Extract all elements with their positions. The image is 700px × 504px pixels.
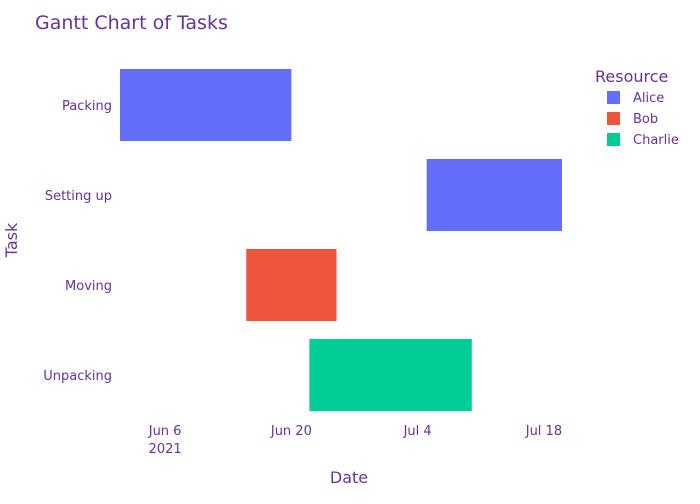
- legend-label-bob: Bob: [633, 112, 658, 127]
- y-tick-packing: Packing: [62, 99, 112, 114]
- y-tick-unpacking: Unpacking: [43, 369, 112, 384]
- x-tick-jul-18: Jul 18: [525, 424, 562, 439]
- legend-label-alice: Alice: [633, 91, 664, 106]
- x-tick-jun-6: Jun 6: [148, 424, 182, 439]
- x-tick-labels: Jun 6 2021 Jun 20 Jul 4 Jul 18: [148, 424, 562, 457]
- x-tick-jun-20: Jun 20: [270, 424, 312, 439]
- legend-swatch-bob: [607, 112, 620, 125]
- y-tick-setting-up: Setting up: [45, 189, 112, 204]
- y-tick-moving: Moving: [65, 279, 112, 294]
- x-tick-jul-4: Jul 4: [403, 424, 432, 439]
- chart-title: Gantt Chart of Tasks: [35, 12, 228, 34]
- bar-unpacking: [309, 339, 472, 411]
- bar-packing: [120, 69, 292, 141]
- y-tick-labels: Packing Setting up Moving Unpacking: [43, 99, 112, 384]
- legend-items: Alice Bob Charlie: [607, 91, 679, 148]
- bars-layer: [120, 69, 562, 411]
- legend: Resource Alice Bob Charlie: [595, 67, 679, 148]
- legend-title: Resource: [595, 67, 668, 86]
- legend-swatch-alice: [607, 91, 620, 104]
- x-axis-title: Date: [330, 468, 368, 487]
- legend-swatch-charlie: [607, 133, 620, 146]
- bar-moving: [246, 249, 337, 321]
- x-tick-year: 2021: [149, 442, 182, 457]
- bar-setting-up: [426, 159, 562, 231]
- y-axis-title: Task: [2, 222, 21, 258]
- legend-label-charlie: Charlie: [633, 133, 679, 148]
